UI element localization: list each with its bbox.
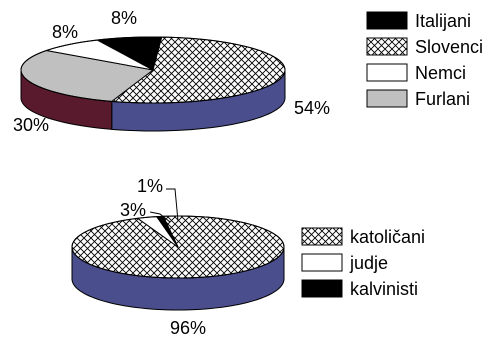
legend-label-katolicani: katoličani — [350, 227, 425, 247]
legend-label-nemci: Nemci — [415, 63, 466, 83]
value-label-italijani: 8% — [52, 22, 78, 42]
legend-item-italijani: Italijani — [366, 11, 471, 31]
legend-swatch-slovenci — [366, 37, 408, 56]
legend-swatch-judje — [301, 253, 343, 272]
legend-ethnicity: Italijani Slovenci Nemci Furlani — [366, 11, 483, 109]
legend-label-italijani: Italijani — [415, 11, 471, 31]
legend-label-kalvinisti: kalvinisti — [350, 279, 418, 299]
value-label-slovenci: 54% — [294, 98, 330, 118]
legend-religion: katoličani judje kalvinisti — [301, 227, 425, 299]
value-label-katolicani: 96% — [170, 318, 206, 338]
legend-item-furlani: Furlani — [366, 89, 470, 109]
legend-swatch-italijani — [366, 11, 408, 30]
legend-item-judje: judje — [301, 253, 388, 273]
value-label-judje: 3% — [120, 200, 146, 220]
legend-label-slovenci: Slovenci — [415, 37, 483, 57]
leader-line-kalvinisti — [166, 188, 179, 222]
pie-top-outline — [20, 36, 286, 104]
leader-line-judje — [149, 211, 171, 223]
legend-swatch-katolicani — [301, 227, 343, 246]
legend-item-katolicani: katoličani — [301, 227, 425, 247]
legend-item-kalvinisti: kalvinisti — [301, 279, 418, 299]
legend-item-nemci: Nemci — [366, 63, 466, 83]
value-label-nemci: 8% — [111, 8, 137, 28]
pie-chart-ethnicity: 8% 8% 54% 30% — [13, 8, 330, 135]
legend-label-furlani: Furlani — [415, 89, 470, 109]
legend-swatch-nemci — [366, 63, 408, 82]
legend-item-slovenci: Slovenci — [366, 37, 483, 57]
legend-swatch-furlani — [366, 89, 408, 108]
legend-label-judje: judje — [349, 253, 388, 273]
pie-chart-religion: 1% 3% 96% — [71, 176, 285, 338]
legend-swatch-kalvinisti — [301, 279, 343, 298]
value-label-kalvinisti: 1% — [137, 176, 163, 196]
value-label-furlani: 30% — [13, 115, 49, 135]
